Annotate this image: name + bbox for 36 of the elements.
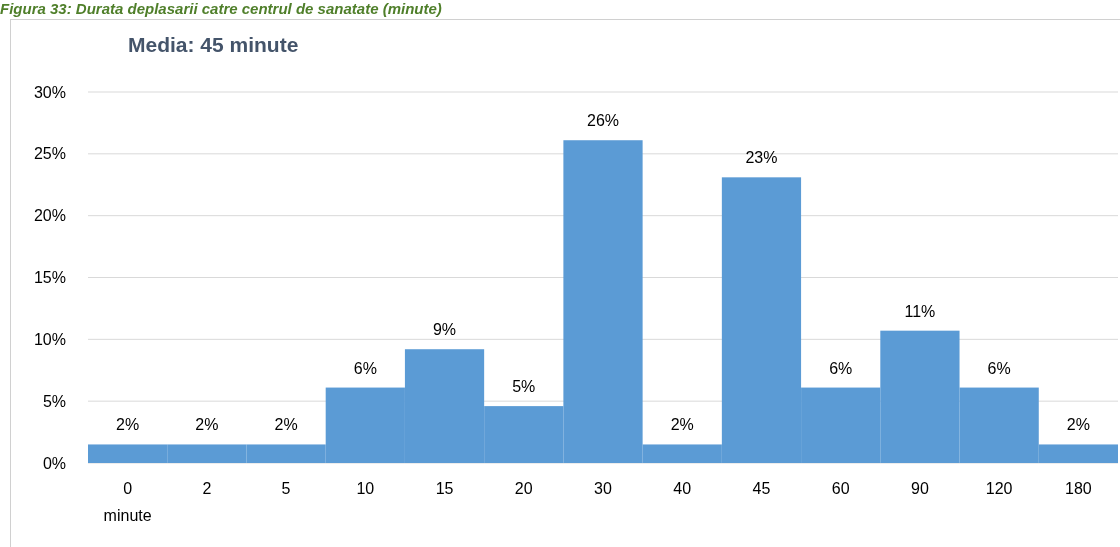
y-tick-label: 30% bbox=[33, 83, 66, 101]
x-tick-label: 60 bbox=[831, 480, 850, 497]
x-tick-label: 30 bbox=[594, 480, 612, 497]
data-label: 26% bbox=[586, 112, 620, 130]
x-tick-label: 2 bbox=[202, 480, 212, 497]
y-tick-label: 0% bbox=[42, 454, 66, 472]
y-tick-label: 15% bbox=[33, 269, 66, 287]
data-label: 2% bbox=[195, 416, 219, 434]
y-tick-label: 25% bbox=[33, 145, 66, 163]
data-label: 23% bbox=[745, 149, 778, 167]
data-label: 5% bbox=[512, 378, 536, 396]
data-label: 9% bbox=[432, 321, 457, 339]
chart-subtitle: Media: 45 minute bbox=[128, 33, 299, 56]
x-tick-label: 5 bbox=[281, 480, 291, 497]
x-tick-label: 20 bbox=[514, 480, 533, 497]
data-label: 6% bbox=[829, 359, 853, 377]
x-tick-label: 90 bbox=[911, 480, 929, 497]
data-label: 2% bbox=[1066, 416, 1090, 434]
chart-title: Figura 33: Durata deplasarii catre centrul de sanatate (minute) bbox=[0, 0, 442, 17]
data-label: 6% bbox=[353, 359, 377, 377]
x-tick-label: 15 bbox=[435, 480, 454, 497]
x-tick-label: 40 bbox=[673, 480, 692, 497]
x-tick-label: 0 bbox=[123, 480, 133, 497]
x-tick-label: 120 bbox=[985, 480, 1013, 497]
data-label: 2% bbox=[116, 416, 140, 434]
y-tick-label: 5% bbox=[42, 392, 66, 410]
data-label: 6% bbox=[987, 359, 1011, 377]
x-tick-label: 10 bbox=[356, 480, 375, 497]
y-tick-label: 10% bbox=[33, 330, 66, 348]
y-tick-label: 20% bbox=[33, 207, 66, 225]
data-label: 2% bbox=[274, 416, 298, 434]
x-axis-title: minute bbox=[103, 507, 152, 524]
data-label: 11% bbox=[904, 302, 936, 320]
x-tick-label: 180 bbox=[1065, 480, 1092, 497]
data-label: 2% bbox=[670, 416, 694, 434]
x-tick-label: 45 bbox=[752, 480, 771, 497]
